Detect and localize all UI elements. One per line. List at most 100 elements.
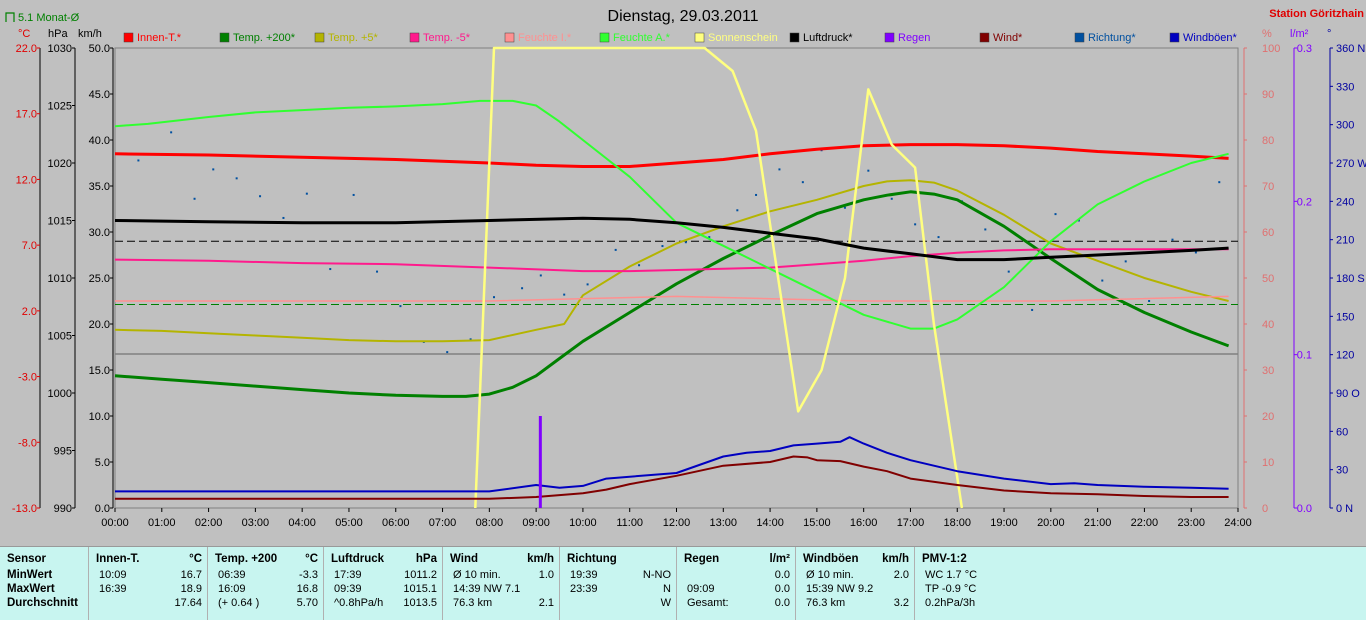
statistics-table: Sensor MinWert MaxWert Durchschnitt Innen-T.… [0, 546, 1366, 620]
direction-point [521, 287, 524, 290]
pressure-tick-label: 1020 [48, 158, 72, 170]
percent-tick-label: 50 [1262, 273, 1274, 285]
table-header: Windböen [803, 553, 859, 565]
x-tick-label: 14:00 [756, 517, 784, 529]
direction-point [914, 223, 917, 226]
table-header-unit: l/m² [769, 553, 790, 565]
legend-swatch [504, 32, 515, 43]
table-cell: 15:39 NW 9.2 [806, 583, 874, 595]
table-cell: MinWert [7, 569, 53, 581]
direction-point [563, 293, 566, 296]
table-value: 1.0 [538, 569, 554, 581]
legend-item: Regen [884, 32, 930, 44]
x-tick-label: 16:00 [850, 517, 878, 529]
pressure-tick-label: 990 [54, 503, 72, 515]
monat-legend: 5.1 Monat-Ø [5, 12, 80, 24]
table-column: Sensor MinWert MaxWert Durchschnitt [0, 547, 88, 620]
table-value: N [663, 583, 671, 595]
x-tick-label: 21:00 [1084, 517, 1112, 529]
table-value: 0.0 [774, 569, 790, 581]
wind-tick-label: 25.0 [89, 273, 110, 285]
table-cell: Ø 10 min. [806, 569, 854, 581]
table-value: 16.8 [296, 583, 318, 595]
wind-tick-label: 10.0 [89, 411, 110, 423]
direction-tick-label: 150 [1336, 311, 1354, 323]
legend-swatch [314, 32, 325, 43]
legend-label: Sonnenschein [708, 32, 778, 44]
table-value: 3.2 [893, 597, 909, 609]
unit-percent: % [1262, 28, 1272, 40]
legend-swatch [1074, 32, 1085, 43]
wind-tick-label: 5.0 [95, 457, 110, 469]
temp_c-tick-label: -13.0 [12, 503, 37, 515]
table-header-unit: °C [189, 553, 202, 565]
direction-point [446, 351, 449, 354]
direction-point [305, 192, 308, 195]
direction-point [329, 268, 332, 271]
table-cell: (+ 0.64 ) [218, 597, 260, 609]
direction-point [469, 338, 472, 341]
series-temp-200 [114, 190, 1230, 398]
legend-item: Windböen* [1169, 32, 1238, 44]
direction-point [376, 270, 379, 273]
table-cell: 23:39 [570, 583, 598, 595]
unit-wm2: l/m² [1290, 28, 1309, 40]
legend: Innen-T.* Temp. +200* Temp. +5* Temp. -5* Fe… [123, 32, 1238, 44]
table-cell: 16:39 [99, 583, 127, 595]
wind-tick-label: 15.0 [89, 365, 110, 377]
direction-point [399, 305, 402, 308]
table-value: N-NO [642, 569, 671, 581]
table-column: Richtung 19:39 N-NO 23:39 N W [559, 547, 677, 620]
table-header: Temp. +200 [215, 553, 278, 565]
x-tick-label: 24:00 [1224, 517, 1252, 529]
direction-point [843, 206, 846, 209]
direction-point [170, 131, 173, 134]
percent-tick-label: 70 [1262, 181, 1274, 193]
direction-point [867, 169, 870, 172]
direction-point [1218, 181, 1221, 184]
unit-degree: ° [1327, 28, 1331, 40]
legend-label: Temp. +200* [233, 32, 296, 44]
x-tick-label: 13:00 [710, 517, 738, 529]
direction-point [614, 248, 617, 251]
direction-point [1031, 308, 1034, 311]
legend-label: Feuchte A.* [613, 32, 671, 44]
table-header: Luftdruck [331, 553, 385, 565]
wind-tick-label: 35.0 [89, 181, 110, 193]
direction-point [1007, 270, 1010, 273]
percent-tick-label: 30 [1262, 365, 1274, 377]
legend-item: Luftdruck* [789, 32, 853, 44]
table-cell: TP -0.9 °C [925, 583, 977, 595]
direction-tick-label: 330 [1336, 81, 1354, 93]
table-column: Regen l/m² 0.0 09:09 0.0 Gesamt: 0.0 [676, 547, 796, 620]
legend-label: Windböen* [1183, 32, 1238, 44]
legend-swatch [979, 32, 990, 43]
legend-item: Feuchte I.* [504, 32, 572, 44]
table-value: 17.64 [174, 597, 202, 609]
legend-label: Temp. +5* [328, 32, 379, 44]
direction-point [1077, 219, 1080, 222]
legend-label: Temp. -5* [423, 32, 471, 44]
series-innen-t [114, 143, 1229, 168]
table-cell: 17:39 [334, 569, 362, 581]
table-cell: 19:39 [570, 569, 598, 581]
direction-point [1124, 260, 1127, 263]
legend-swatch [884, 32, 895, 43]
direction-point [1101, 279, 1104, 282]
table-column: Innen-T. °C 10:09 16.7 16:39 18.9 17.64 [88, 547, 208, 620]
table-cell: MaxWert [7, 583, 55, 595]
legend-item: Temp. +5* [314, 32, 379, 44]
x-tick-label: 20:00 [1037, 517, 1065, 529]
wind-tick-label: 0.0 [95, 503, 110, 515]
direction-point [586, 283, 589, 286]
direction-point [539, 274, 542, 277]
direction-point [937, 236, 940, 239]
table-value: 2.0 [893, 569, 909, 581]
table-cell: Gesamt: [687, 597, 729, 609]
legend-label: Regen [898, 32, 930, 44]
legend-item: Richtung* [1074, 32, 1136, 44]
percent-tick-label: 60 [1262, 227, 1274, 239]
table-value: W [660, 597, 671, 609]
table-cell: Durchschnitt [7, 597, 78, 609]
direction-point [259, 195, 262, 198]
